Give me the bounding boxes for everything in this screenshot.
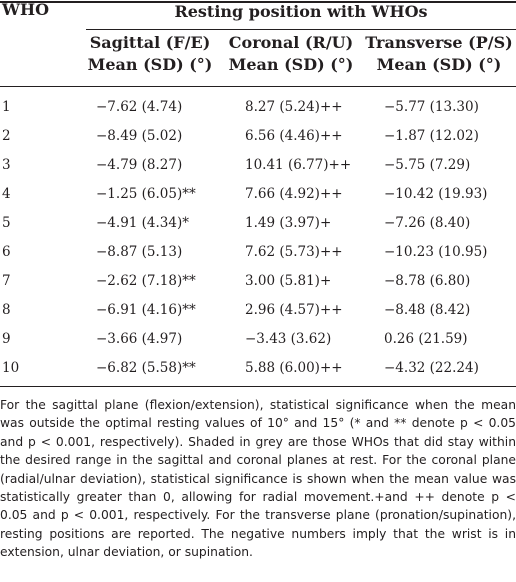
table-top-rule: [0, 1, 516, 3]
sagittal-cell: −8.49 (5.02): [96, 128, 183, 144]
transverse-cell: −5.77 (13.30): [384, 99, 479, 115]
table-row: 10 −6.82 (5.58)** 5.88 (6.00)++ −4.32 (2…: [0, 358, 516, 387]
coronal-cell: 6.56 (4.46)++: [245, 128, 343, 144]
sagittal-cell: −1.25 (6.05)**: [96, 186, 196, 202]
column-header-line1: Transverse (P/S): [365, 33, 513, 52]
transverse-cell: −8.48 (8.42): [384, 302, 471, 318]
coronal-cell: 3.00 (5.81)+: [245, 273, 332, 289]
coronal-cell: 7.62 (5.73)++: [245, 244, 343, 260]
who-cell: 10: [2, 360, 20, 376]
who-cell: 8: [2, 302, 11, 318]
who-cell: 4: [2, 186, 11, 202]
sagittal-cell: −8.87 (5.13): [96, 244, 183, 260]
sagittal-cell: −7.62 (4.74): [96, 99, 183, 115]
who-cell: 1: [2, 99, 11, 115]
coronal-cell: 8.27 (5.24)++: [245, 99, 343, 115]
transverse-cell: −1.87 (12.02): [384, 128, 479, 144]
coronal-cell: 10.41 (6.77)++: [245, 157, 352, 173]
spanner-rule: [86, 29, 516, 30]
table-row: 6 −8.87 (5.13) 7.62 (5.73)++ −10.23 (10.…: [0, 242, 516, 271]
who-cell: 9: [2, 331, 11, 347]
table-row: 8 −6.91 (4.16)** 2.96 (4.57)++ −8.48 (8.…: [0, 300, 516, 329]
sagittal-cell: −4.91 (4.34)*: [96, 215, 190, 231]
coronal-cell: 2.96 (4.57)++: [245, 302, 343, 318]
table-row: 5 −4.91 (4.34)* 1.49 (3.97)+ −7.26 (8.40…: [0, 213, 516, 242]
column-header-line2: Mean (SD) (°): [376, 55, 502, 74]
table-row: 4 −1.25 (6.05)** 7.66 (4.92)++ −10.42 (1…: [0, 184, 516, 213]
column-header-line2: Mean (SD) (°): [87, 55, 213, 74]
column-header-line2: Mean (SD) (°): [228, 55, 354, 74]
table-footnote: For the sagittal plane (flexion/extensio…: [0, 398, 516, 560]
table-bottom-rule: [0, 386, 516, 387]
table-row: 2 −8.49 (5.02) 6.56 (4.46)++ −1.87 (12.0…: [0, 126, 516, 155]
sagittal-cell: −6.82 (5.58)**: [96, 360, 196, 376]
who-cell: 7: [2, 273, 11, 289]
column-header-line1: Coronal (R/U): [228, 33, 354, 52]
coronal-cell: 7.66 (4.92)++: [245, 186, 343, 202]
coronal-cell: −3.43 (3.62): [245, 331, 332, 347]
transverse-cell: −8.78 (6.80): [384, 273, 471, 289]
who-cell: 3: [2, 157, 11, 173]
coronal-cell: 5.88 (6.00)++: [245, 360, 343, 376]
who-cell: 2: [2, 128, 11, 144]
transverse-cell: −10.42 (19.93): [384, 186, 488, 202]
table-row: 9 −3.66 (4.97) −3.43 (3.62) 0.26 (21.59): [0, 329, 516, 358]
table-body: 1 −7.62 (4.74) 8.27 (5.24)++ −5.77 (13.3…: [0, 97, 516, 387]
column-header-coronal: Coronal (R/U) Mean (SD) (°): [220, 32, 362, 76]
sagittal-cell: −4.79 (8.27): [96, 157, 183, 173]
transverse-cell: −5.75 (7.29): [384, 157, 471, 173]
column-header-line1: Sagittal (F/E): [89, 33, 211, 52]
who-cell: 6: [2, 244, 11, 260]
transverse-cell: 0.26 (21.59): [384, 331, 468, 347]
table-row: 1 −7.62 (4.74) 8.27 (5.24)++ −5.77 (13.3…: [0, 97, 516, 126]
spanner-header: Resting position with WHOs: [174, 2, 428, 21]
column-header-transverse: Transverse (P/S) Mean (SD) (°): [362, 32, 516, 76]
sagittal-cell: −6.91 (4.16)**: [96, 302, 196, 318]
transverse-cell: −7.26 (8.40): [384, 215, 471, 231]
transverse-cell: −10.23 (10.95): [384, 244, 488, 260]
header-rule: [0, 86, 516, 87]
table-row: 7 −2.62 (7.18)** 3.00 (5.81)+ −8.78 (6.8…: [0, 271, 516, 300]
sagittal-cell: −2.62 (7.18)**: [96, 273, 196, 289]
column-header-sagittal: Sagittal (F/E) Mean (SD) (°): [80, 32, 220, 76]
who-cell: 5: [2, 215, 11, 231]
stub-header: WHO: [2, 0, 50, 19]
sagittal-cell: −3.66 (4.97): [96, 331, 183, 347]
table-row: 3 −4.79 (8.27) 10.41 (6.77)++ −5.75 (7.2…: [0, 155, 516, 184]
coronal-cell: 1.49 (3.97)+: [245, 215, 332, 231]
transverse-cell: −4.32 (22.24): [384, 360, 479, 376]
